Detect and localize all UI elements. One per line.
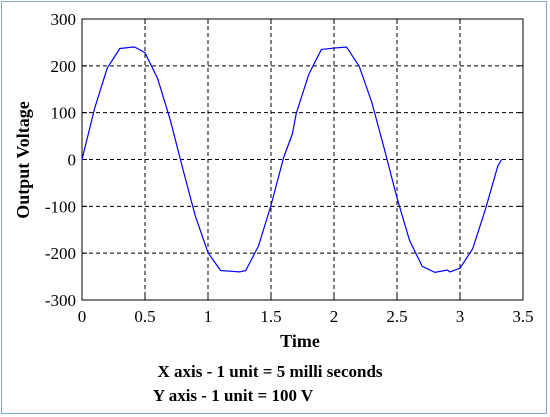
x-axis-label: Time <box>280 331 320 351</box>
y-axis-unit-note: Y axis - 1 unit = 100 V <box>153 386 314 405</box>
tick-marks <box>81 18 524 301</box>
y-tick-label: -200 <box>45 244 76 263</box>
y-tick-label: 100 <box>51 104 77 123</box>
y-tick-label: 0 <box>68 151 77 170</box>
y-tick-label: 300 <box>51 10 77 29</box>
x-tick-label: 2.5 <box>386 307 407 326</box>
x-axis-unit-note: X axis - 1 unit = 5 milli seconds <box>157 362 382 381</box>
y-tick-label: 200 <box>51 57 77 76</box>
series-lines <box>81 46 503 273</box>
x-tick-label: 2 <box>330 307 339 326</box>
y-tick-label: -300 <box>45 291 76 310</box>
x-tick-label: 0 <box>78 307 87 326</box>
x-tick-label: 3.5 <box>512 307 533 326</box>
series-line-0 <box>81 46 503 273</box>
y-tick-labels: 300 200 100 0 -100 -200 -300 <box>45 10 76 310</box>
x-tick-label: 0.5 <box>134 307 155 326</box>
x-tick-labels: 0 0.5 1 1.5 2 2.5 3 3.5 <box>78 307 534 326</box>
y-axis-label: Output Voltage <box>13 101 33 219</box>
y-tick-label: -100 <box>45 197 76 216</box>
x-tick-label: 1.5 <box>260 307 281 326</box>
x-tick-label: 1 <box>204 307 213 326</box>
x-tick-label: 3 <box>456 307 465 326</box>
